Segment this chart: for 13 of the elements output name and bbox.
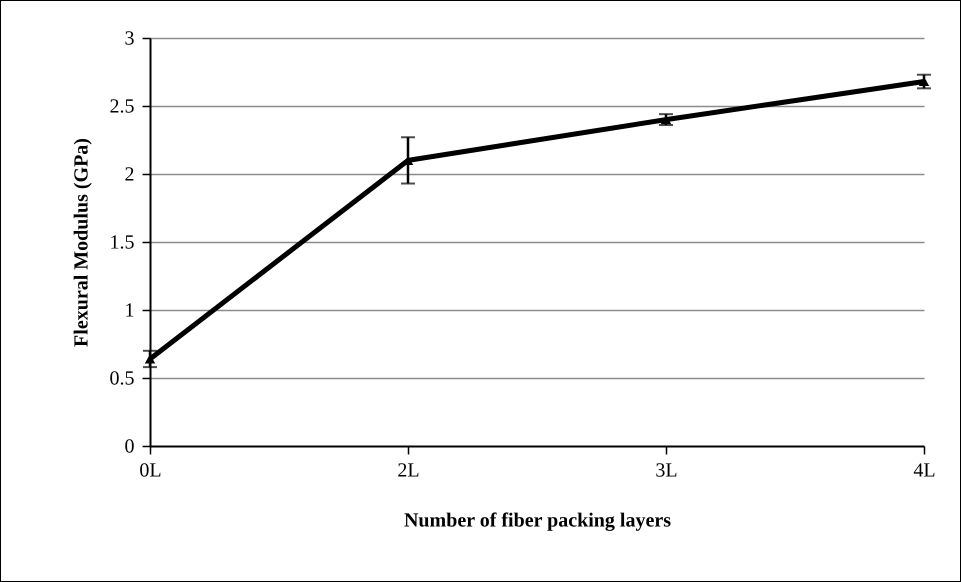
x-tick-label: 3L: [655, 460, 678, 482]
x-tick-label: 4L: [913, 460, 936, 482]
y-tick-label: 2.5: [110, 96, 134, 118]
y-tick-label: 1: [124, 300, 134, 322]
y-tick-label: 0: [124, 436, 134, 458]
y-tick-label: 1.5: [110, 232, 134, 254]
y-tick-label: 2: [124, 164, 134, 186]
y-tick-label: 0.5: [110, 368, 134, 390]
y-axis-title: Flexural Modulus (GPa): [70, 138, 92, 347]
y-tick-label: 3: [124, 28, 134, 50]
x-axis-title: Number of fiber packing layers: [404, 510, 672, 532]
x-tick-label: 2L: [397, 460, 420, 482]
x-tick-label: 0L: [139, 460, 162, 482]
